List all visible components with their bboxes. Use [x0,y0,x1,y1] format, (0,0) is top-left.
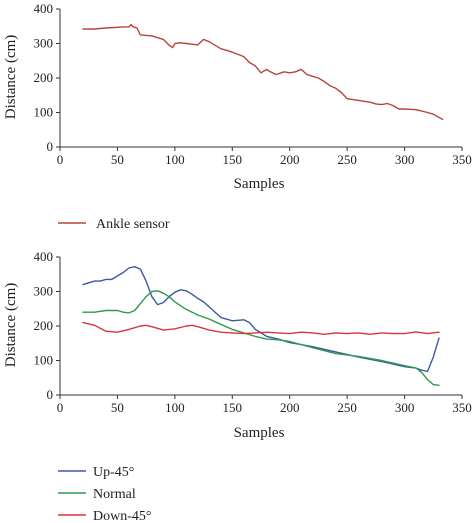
bottom-chart: 0 100 200 300 400 0 50 100 150 200 250 300 350 Sampl… [3,249,472,523]
top-x-tick-label: 50 [111,152,124,167]
bottom-x-tick-label: 50 [111,400,124,415]
top-x-tick-label: 0 [57,152,64,167]
bottom-x-tick-label: 200 [280,400,300,415]
top-x-tick-label: 350 [452,152,472,167]
bottom-x-tick-label: 300 [395,400,415,415]
bottom-legend: Up-45° Normal Down-45° [58,465,151,523]
bottom-plot-area: 0 100 200 300 400 0 50 100 150 200 250 300 350 [34,249,472,415]
top-x-tick-label: 300 [395,152,415,167]
bottom-y-axis-title: Distance (cm) [3,283,19,368]
top-y-tick-label: 400 [34,1,54,16]
bottom-x-tick-label: 250 [337,400,357,415]
bottom-y-tick-label: 200 [34,318,54,333]
top-chart: 0 100 200 300 400 0 50 100 150 200 250 300 350 Sampl… [3,1,472,232]
bottom-series-line-normal [82,290,440,386]
top-y-tick-label: 200 [34,70,54,85]
bottom-x-tick-label: 100 [165,400,185,415]
top-y-tick-label: 300 [34,36,54,51]
top-x-tick-label: 150 [223,152,243,167]
top-plot-area: 0 100 200 300 400 0 50 100 150 200 250 300 350 [34,1,472,167]
bottom-x-tick-label: 0 [57,400,64,415]
bottom-x-tick-label: 350 [452,400,472,415]
bottom-y-tick-label: 400 [34,249,54,264]
bottom-y-tick-label: 0 [47,387,54,402]
bottom-legend-label-normal: Normal [93,487,136,502]
top-series-line-ankle-sensor [82,23,444,121]
bottom-series-line-up-45 [82,266,440,373]
top-x-axis-title: Samples [234,176,285,192]
top-y-tick-label: 0 [47,139,54,154]
top-legend: Ankle sensor [58,217,170,232]
bottom-y-tick-label: 300 [34,284,54,299]
bottom-x-tick-label: 150 [223,400,243,415]
bottom-series-line-down-45 [82,321,440,335]
bottom-legend-label-up: Up-45° [93,465,134,480]
bottom-y-tick-label: 100 [34,353,54,368]
top-x-tick-label: 250 [337,152,357,167]
bottom-legend-label-down: Down-45° [93,509,151,523]
top-y-tick-label: 100 [34,105,54,120]
top-y-axis-title: Distance (cm) [3,35,19,120]
top-x-tick-label: 200 [280,152,300,167]
top-legend-label-ankle: Ankle sensor [96,217,170,232]
bottom-x-axis-title: Samples [234,425,285,441]
top-x-tick-label: 100 [165,152,185,167]
